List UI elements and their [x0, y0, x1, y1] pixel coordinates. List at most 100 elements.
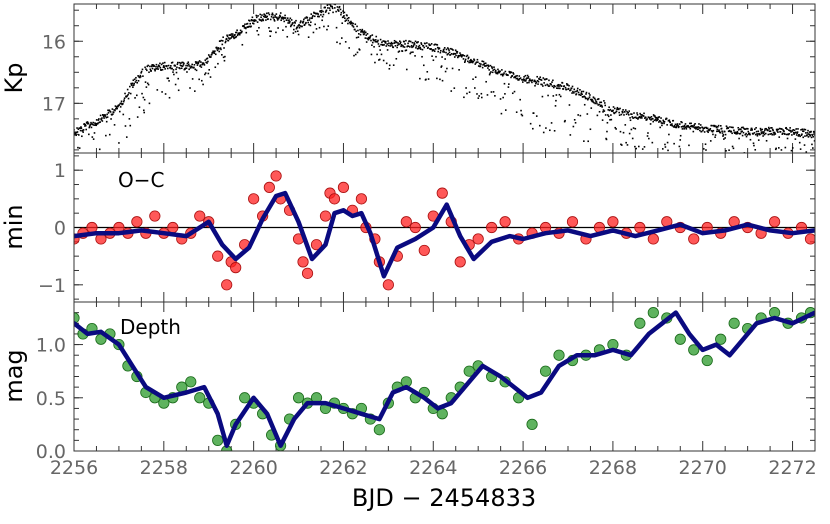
light-curve-point — [256, 30, 258, 32]
light-curve-point — [781, 133, 784, 135]
light-curve-point — [533, 79, 536, 82]
light-curve-point — [749, 138, 752, 141]
light-curve-point — [612, 106, 615, 108]
light-curve-point — [132, 84, 135, 87]
light-curve-point — [542, 131, 545, 134]
light-curve-point — [566, 83, 569, 86]
light-curve-point — [784, 146, 787, 149]
light-curve-point — [150, 70, 152, 72]
light-curve-point — [634, 145, 636, 148]
light-curve-point — [239, 32, 241, 34]
light-curve-point — [176, 66, 178, 69]
light-curve-point — [289, 17, 292, 20]
light-curve-point — [694, 123, 696, 125]
light-curve-point — [255, 14, 258, 17]
light-curve-point — [249, 22, 252, 25]
light-curve-point — [138, 76, 140, 78]
light-curve-point — [412, 45, 415, 48]
light-curve-point — [791, 134, 793, 136]
light-curve-point — [154, 68, 157, 70]
light-curve-point — [523, 76, 525, 78]
light-curve-point — [213, 50, 215, 53]
light-curve-point — [462, 58, 465, 60]
light-curve-point — [252, 22, 254, 25]
light-curve-point — [412, 51, 414, 53]
light-curve-point — [512, 73, 515, 75]
light-curve-point — [671, 123, 673, 125]
light-curve-point — [674, 126, 676, 128]
y-tick-label: 0 — [54, 218, 66, 240]
light-curve-point — [467, 56, 470, 59]
light-curve-point — [400, 44, 403, 46]
light-curve-point — [594, 102, 596, 105]
light-curve-point — [127, 93, 129, 96]
light-curve-point — [471, 61, 474, 64]
light-curve-point — [795, 128, 798, 130]
light-curve-point — [760, 132, 763, 135]
light-curve-point — [666, 124, 668, 126]
light-curve-point — [613, 112, 616, 115]
light-curve-point — [615, 128, 617, 130]
light-curve-point — [231, 33, 234, 35]
light-curve-point — [540, 79, 543, 81]
light-curve-point — [413, 42, 415, 44]
light-curve-point — [805, 151, 808, 153]
light-curve-point — [134, 81, 137, 83]
light-curve-point — [156, 66, 159, 68]
light-curve-point — [502, 73, 505, 76]
x-tick-labels: 2256 2258 2260 2262 2264 2266 2268 2270 2272 — [50, 457, 817, 479]
light-curve-point — [486, 64, 488, 67]
light-curve-point — [647, 116, 650, 118]
oc-ticks — [73, 153, 816, 302]
light-curve-point — [622, 109, 624, 111]
light-curve-point — [785, 133, 788, 136]
light-curve-point — [640, 113, 642, 116]
light-curve-point — [716, 128, 719, 131]
light-curve-point — [546, 84, 549, 86]
light-curve-point — [790, 131, 792, 133]
light-curve-point — [573, 118, 576, 121]
light-curve-point — [376, 41, 379, 43]
light-curve-point — [122, 100, 125, 103]
light-curve-point — [175, 68, 177, 71]
light-curve-point — [663, 120, 666, 123]
light-curve-point — [631, 137, 634, 140]
light-curve-point — [487, 67, 489, 69]
light-curve-point — [786, 137, 789, 140]
light-curve-point — [482, 60, 485, 63]
light-curve-point — [534, 80, 537, 83]
light-curve-point — [392, 46, 395, 49]
light-curve-point — [508, 83, 510, 85]
light-curve-point — [747, 128, 749, 130]
light-curve-point — [401, 50, 404, 53]
light-curve-point — [171, 61, 174, 64]
light-curve-point — [697, 126, 700, 128]
light-curve-point — [759, 127, 762, 130]
light-curve-point — [209, 76, 212, 78]
depth-smoothed-line — [74, 310, 815, 448]
light-curve-point — [246, 26, 248, 29]
light-curve-point — [444, 70, 447, 73]
light-curve-point — [385, 45, 388, 47]
light-curve-point — [320, 11, 323, 14]
light-curve-point — [80, 126, 82, 128]
light-curve-point — [205, 58, 208, 60]
light-curve-point — [809, 134, 812, 137]
light-curve-point — [346, 14, 348, 17]
light-curve-point — [648, 116, 651, 119]
light-curve-point — [725, 125, 728, 127]
light-curve-point — [226, 35, 229, 38]
light-curve-point — [450, 47, 452, 50]
light-curve-point — [277, 27, 279, 29]
light-curve-point — [478, 95, 480, 97]
light-curve-point — [104, 115, 107, 117]
light-curve-point — [244, 26, 247, 29]
light-curve-point — [299, 24, 301, 27]
light-curve-point — [792, 129, 794, 131]
light-curve-point — [448, 49, 450, 52]
light-curve-point — [354, 28, 356, 31]
oc-point — [499, 216, 511, 228]
light-curve-point — [545, 127, 547, 129]
light-curve-point — [523, 79, 526, 81]
light-curve-point — [88, 126, 91, 129]
